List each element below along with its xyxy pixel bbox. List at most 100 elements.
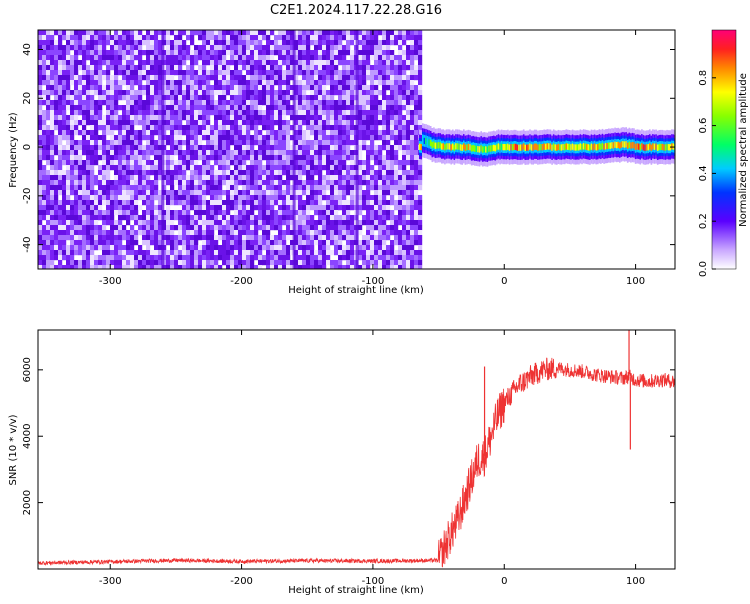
noise-cell	[282, 130, 287, 136]
noise-cell	[158, 190, 163, 196]
noise-cell	[278, 215, 283, 221]
noise-cell	[138, 80, 143, 86]
noise-cell	[58, 185, 63, 191]
noise-cell	[326, 50, 331, 56]
noise-cell	[302, 70, 307, 76]
noise-cell	[350, 75, 355, 81]
noise-cell	[234, 95, 239, 101]
noise-cell	[246, 185, 251, 191]
noise-cell	[406, 50, 411, 56]
noise-cell	[390, 200, 395, 206]
noise-cell	[158, 220, 163, 226]
noise-cell	[370, 50, 375, 56]
noise-cell	[302, 185, 307, 191]
noise-cell	[38, 95, 43, 101]
noise-cell	[330, 45, 335, 51]
noise-cell	[102, 90, 107, 96]
noise-cell	[386, 70, 391, 76]
noise-cell	[58, 150, 63, 156]
noise-cell	[146, 60, 151, 66]
noise-cell	[86, 90, 91, 96]
noise-cell	[54, 90, 59, 96]
noise-cell	[214, 110, 219, 116]
noise-cell	[414, 120, 419, 126]
noise-cell	[146, 165, 151, 171]
noise-cell	[418, 180, 423, 186]
noise-cell	[246, 100, 251, 106]
noise-cell	[78, 30, 83, 36]
noise-cell	[294, 255, 299, 261]
noise-cell	[106, 250, 111, 256]
noise-cell	[270, 100, 275, 106]
noise-cell	[278, 265, 283, 269]
noise-cell	[402, 120, 407, 126]
noise-cell	[382, 250, 387, 256]
noise-cell	[250, 85, 255, 91]
noise-cell	[106, 55, 111, 61]
noise-cell	[142, 200, 147, 206]
noise-cell	[130, 75, 135, 81]
noise-cell	[118, 120, 123, 126]
noise-cell	[254, 235, 259, 241]
noise-cell	[142, 230, 147, 236]
noise-cell	[238, 40, 243, 46]
noise-cell	[346, 245, 351, 251]
noise-cell	[294, 190, 299, 196]
noise-cell	[322, 75, 327, 81]
noise-cell	[190, 250, 195, 256]
noise-cell	[254, 45, 259, 51]
noise-cell	[402, 250, 407, 256]
noise-cell	[366, 210, 371, 216]
noise-cell	[166, 205, 171, 211]
noise-cell	[46, 130, 51, 136]
noise-cell	[166, 125, 171, 131]
noise-cell	[414, 110, 419, 116]
noise-cell	[370, 150, 375, 156]
noise-cell	[82, 260, 87, 266]
noise-cell	[342, 120, 347, 126]
noise-cell	[74, 230, 79, 236]
noise-cell	[150, 100, 155, 106]
noise-cell	[378, 105, 383, 111]
noise-cell	[38, 130, 43, 136]
noise-cell	[366, 230, 371, 236]
noise-cell	[46, 230, 51, 236]
noise-cell	[158, 245, 163, 251]
noise-cell	[134, 195, 139, 201]
noise-cell	[138, 85, 143, 91]
ridge-cell	[560, 144, 563, 151]
noise-cell	[386, 85, 391, 91]
noise-cell	[202, 185, 207, 191]
noise-cell	[326, 135, 331, 141]
noise-cell	[150, 250, 155, 256]
noise-cell	[190, 265, 195, 269]
noise-cell	[386, 75, 391, 81]
noise-cell	[218, 245, 223, 251]
noise-cell	[78, 85, 83, 91]
noise-cell	[374, 250, 379, 256]
noise-cell	[138, 260, 143, 266]
noise-cell	[158, 40, 163, 46]
noise-cell	[266, 135, 271, 141]
noise-cell	[94, 60, 99, 66]
noise-cell	[238, 160, 243, 166]
noise-cell	[130, 160, 135, 166]
noise-cell	[270, 85, 275, 91]
noise-cell	[122, 120, 127, 126]
noise-cell	[382, 200, 387, 206]
noise-cell	[254, 180, 259, 186]
noise-cell	[278, 100, 283, 106]
noise-cell	[278, 190, 283, 196]
noise-cell	[158, 175, 163, 181]
noise-cell	[98, 260, 103, 266]
ridge-cell	[568, 143, 571, 151]
noise-cell	[246, 120, 251, 126]
noise-cell	[182, 245, 187, 251]
noise-cell	[278, 40, 283, 46]
noise-cell	[326, 95, 331, 101]
noise-cell	[370, 225, 375, 231]
noise-cell	[402, 115, 407, 121]
ridge-cell	[552, 143, 555, 150]
noise-cell	[98, 105, 103, 111]
noise-cell	[138, 115, 143, 121]
